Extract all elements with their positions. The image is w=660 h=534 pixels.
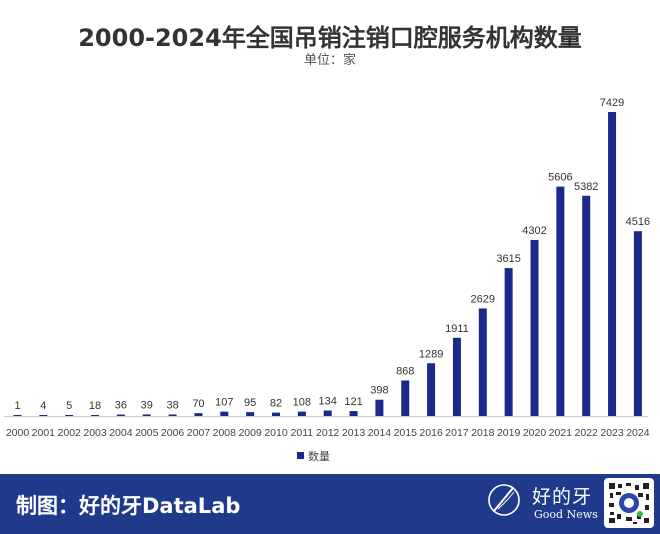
brand-name-cn: 好的牙 (532, 486, 593, 508)
bar-2023 (608, 112, 617, 416)
value-label-2016: 1289 (419, 348, 443, 360)
value-label-2017: 1911 (445, 323, 469, 335)
value-label-2009: 95 (244, 397, 256, 409)
value-label-2000: 1 (14, 400, 20, 412)
bar-2018 (478, 308, 487, 416)
bars-layer (13, 112, 642, 416)
x-tick-label-2016: 2016 (419, 427, 443, 439)
x-tick-label-2002: 2002 (58, 427, 82, 439)
value-label-2004: 36 (115, 400, 127, 412)
bar-2022 (582, 195, 591, 416)
x-tick-label-2012: 2012 (316, 427, 340, 439)
value-label-2013: 121 (344, 396, 362, 408)
x-tick-label-2020: 2020 (523, 427, 547, 439)
x-tick-label-2009: 2009 (238, 427, 262, 439)
value-label-2006: 38 (166, 399, 178, 411)
footer-credit: 制图：好的牙DataLab (16, 494, 241, 518)
value-label-2023: 7429 (600, 97, 624, 109)
bar-2008 (220, 411, 229, 416)
bar-2015 (401, 380, 410, 416)
bar-2002 (65, 415, 74, 416)
x-tick-label-2008: 2008 (213, 427, 237, 439)
bar-2005 (142, 414, 151, 416)
value-label-2021: 5606 (548, 172, 572, 184)
x-tick-label-2007: 2007 (187, 427, 211, 439)
footer-banner: 制图：好的牙DataLab 好的牙 Good News (0, 474, 660, 534)
bar-2016 (427, 363, 436, 416)
bar-chart: 1 4 5 18 36 39 38 70 107 95 82 108 134 121 398 868 1289 1… (4, 97, 650, 463)
x-tick-label-2010: 2010 (264, 427, 288, 439)
value-label-2010: 82 (270, 398, 282, 410)
value-label-2020: 4302 (522, 225, 546, 237)
value-label-2019: 3615 (496, 253, 520, 265)
x-tick-label-2018: 2018 (471, 427, 495, 439)
x-tick-label-2023: 2023 (600, 427, 624, 439)
legend-swatch (297, 452, 304, 459)
value-label-2018: 2629 (471, 293, 495, 305)
bar-2001 (39, 415, 48, 416)
bar-2011 (297, 411, 306, 416)
legend: 数量 (297, 450, 330, 463)
value-label-2003: 18 (89, 400, 101, 412)
value-label-2012: 134 (319, 396, 337, 408)
bar-2010 (272, 412, 280, 416)
x-tick-label-2022: 2022 (575, 427, 599, 439)
x-tick-label-2017: 2017 (445, 427, 469, 439)
chart-title: 2000-2024年全国吊销注销口腔服务机构数量 (78, 24, 582, 52)
value-label-2002: 5 (66, 400, 72, 412)
qr-code-icon[interactable] (604, 478, 654, 528)
bar-2017 (452, 337, 461, 416)
bar-2019 (504, 268, 513, 416)
bar-2012 (323, 410, 332, 416)
bar-2020 (530, 239, 539, 416)
x-tick-label-2021: 2021 (549, 427, 573, 439)
value-label-2005: 39 (141, 399, 153, 411)
x-tick-label-2000: 2000 (6, 427, 30, 439)
x-tick-label-2013: 2013 (342, 427, 366, 439)
bar-2024 (633, 231, 642, 416)
bar-2009 (246, 412, 255, 416)
value-label-2015: 868 (396, 365, 414, 377)
bar-2021 (556, 186, 565, 416)
bar-2003 (91, 415, 100, 416)
value-label-2011: 108 (293, 397, 311, 409)
x-tick-label-2015: 2015 (394, 427, 418, 439)
value-label-2014: 398 (370, 385, 388, 397)
bar-2007 (194, 413, 203, 416)
bar-2000 (13, 415, 22, 416)
x-tick-label-2011: 2011 (291, 427, 314, 439)
bar-2006 (168, 414, 177, 416)
brush-circle-logo-icon (488, 484, 520, 516)
chart-subtitle: 单位：家 (303, 53, 356, 68)
value-label-2001: 4 (40, 400, 46, 412)
x-tick-label-2005: 2005 (135, 427, 159, 439)
bar-2004 (116, 414, 125, 416)
x-tick-label-2006: 2006 (161, 427, 185, 439)
x-tick-label-2004: 2004 (109, 427, 133, 439)
brand-name-en: Good News (534, 508, 598, 521)
bar-2014 (375, 399, 384, 416)
x-tick-label-2001: 2001 (32, 427, 56, 439)
legend-label: 数量 (308, 450, 330, 463)
value-label-2008: 107 (215, 397, 233, 409)
value-label-2022: 5382 (574, 181, 598, 193)
x-tick-labels-layer: 2000 2001 2002 2003 2004 2005 2006 2007 2008 2009… (6, 427, 650, 439)
bar-2013 (349, 411, 358, 416)
x-tick-label-2019: 2019 (497, 427, 521, 439)
value-label-2024: 4516 (626, 216, 650, 228)
x-tick-label-2014: 2014 (368, 427, 392, 439)
value-labels-layer: 1 4 5 18 36 39 38 70 107 95 82 108 134 121 398 868 1289 1… (14, 97, 650, 412)
value-label-2007: 70 (192, 398, 204, 410)
x-tick-label-2003: 2003 (83, 427, 107, 439)
x-tick-label-2024: 2024 (626, 427, 650, 439)
